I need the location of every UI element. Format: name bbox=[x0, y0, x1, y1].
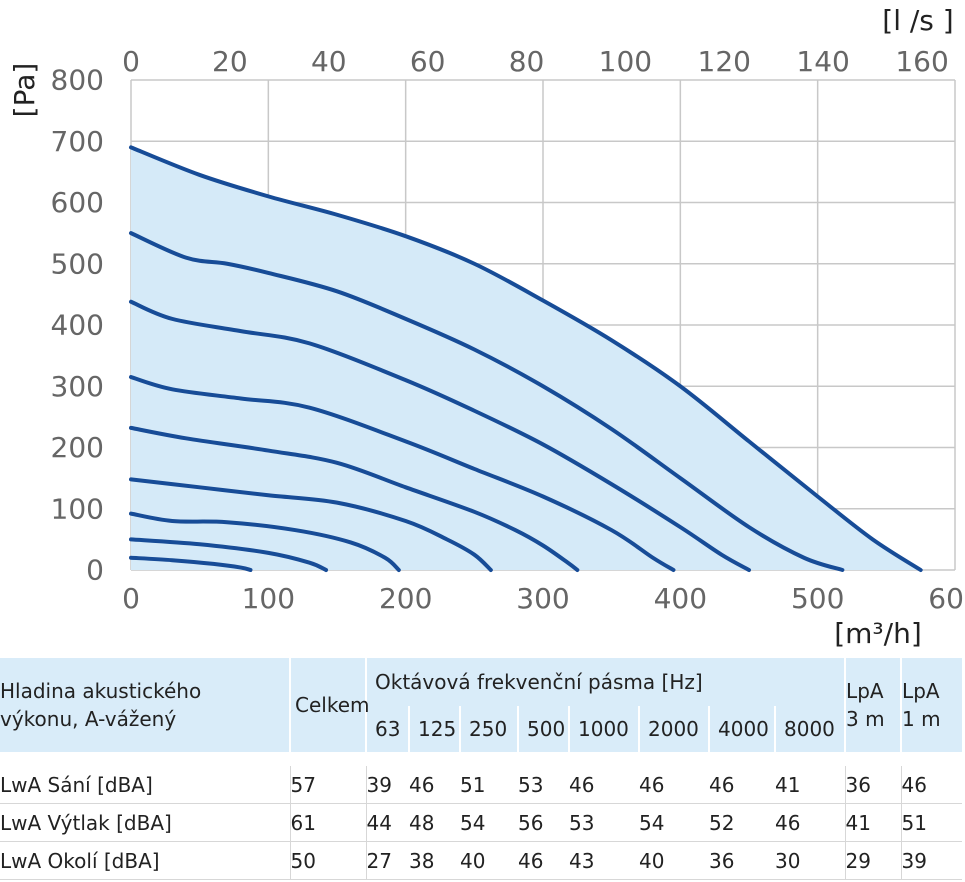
cell-lpa3: 29 bbox=[845, 841, 902, 880]
header-bands-title: Oktávová frekvenční pásma [Hz] bbox=[366, 658, 847, 706]
header-total: Celkem bbox=[290, 658, 369, 752]
curve-line bbox=[129, 511, 401, 572]
cell-lpa1: 46 bbox=[901, 766, 963, 804]
x-axis-ticks: 0 100 200 300 400 500 600 bbox=[122, 582, 965, 615]
curve-line bbox=[129, 537, 329, 572]
x-tick-label: 200 bbox=[379, 582, 432, 615]
x-tick-label: 400 bbox=[654, 582, 707, 615]
operating-area bbox=[131, 147, 921, 570]
header-band-2000: 2000 bbox=[639, 706, 710, 752]
curve-line bbox=[129, 555, 253, 572]
cell-band: 39 bbox=[366, 766, 409, 804]
top-tick-label: 120 bbox=[698, 45, 751, 78]
header-band-1000: 1000 bbox=[569, 706, 640, 752]
y-tick-label: 500 bbox=[51, 247, 104, 280]
cell-band: 46 bbox=[709, 766, 775, 804]
cell-band: 43 bbox=[569, 841, 639, 880]
top-tick-label: 20 bbox=[212, 45, 248, 78]
curve-line bbox=[129, 145, 923, 572]
cell-band: 54 bbox=[460, 803, 518, 842]
table-header-row: Hladina akustického výkonu, A-vážený Cel… bbox=[0, 658, 963, 752]
cell-band: 48 bbox=[409, 803, 460, 842]
header-lpa1: LpA 1 m bbox=[902, 679, 941, 731]
header-band-250: 250 bbox=[460, 706, 519, 752]
y-axis-unit: [Pa] bbox=[8, 63, 41, 118]
y-tick-label: 200 bbox=[51, 431, 104, 464]
cell-total: 61 bbox=[290, 803, 367, 842]
y-tick-label: 600 bbox=[51, 186, 104, 219]
top-axis-unit: [l /s ] bbox=[882, 4, 953, 37]
y-axis-ticks: 0 100 200 300 400 500 600 700 800 bbox=[51, 64, 104, 587]
top-tick-label: 40 bbox=[311, 45, 347, 78]
y-tick-label: 800 bbox=[51, 64, 104, 97]
header-row-label: Hladina akustického výkonu, A-vážený bbox=[0, 658, 291, 752]
cell-band: 46 bbox=[569, 766, 639, 804]
row-label: LwA Okolí [dBA] bbox=[0, 841, 291, 880]
table-row: LwA Okolí [dBA] 50 27 38 40 46 43 40 36 30 29 39 bbox=[0, 841, 963, 880]
x-tick-label: 500 bbox=[791, 582, 844, 615]
cell-band: 41 bbox=[775, 766, 846, 804]
header-band-8000: 8000 bbox=[775, 706, 847, 752]
cell-band: 44 bbox=[366, 803, 409, 842]
cell-band: 46 bbox=[639, 766, 709, 804]
cell-total: 50 bbox=[290, 841, 367, 880]
cell-total: 57 bbox=[290, 766, 367, 804]
cell-lpa1: 51 bbox=[901, 803, 963, 842]
x-tick-label: 300 bbox=[516, 582, 569, 615]
top-tick-label: 80 bbox=[509, 45, 545, 78]
top-tick-label: 140 bbox=[796, 45, 849, 78]
cell-band: 56 bbox=[518, 803, 569, 842]
table-row: LwA Sání [dBA] 57 39 46 51 53 46 46 46 41 36 46 bbox=[0, 766, 963, 804]
header-band-4000: 4000 bbox=[709, 706, 776, 752]
cell-band: 54 bbox=[639, 803, 709, 842]
cell-band: 40 bbox=[460, 841, 518, 880]
y-tick-label: 300 bbox=[51, 370, 104, 403]
cell-band: 27 bbox=[366, 841, 409, 880]
cell-band: 52 bbox=[709, 803, 775, 842]
curve-line bbox=[129, 425, 580, 572]
top-tick-label: 0 bbox=[122, 45, 140, 78]
cell-band: 46 bbox=[775, 803, 846, 842]
cell-band: 38 bbox=[409, 841, 460, 880]
row-label: LwA Sání [dBA] bbox=[0, 766, 291, 804]
cell-band: 40 bbox=[639, 841, 709, 880]
cell-lpa3: 41 bbox=[845, 803, 902, 842]
header-band-125: 125 bbox=[409, 706, 461, 752]
table-spacer bbox=[0, 752, 962, 766]
y-tick-label: 100 bbox=[51, 492, 104, 525]
cell-band: 46 bbox=[518, 841, 569, 880]
header-band-500: 500 bbox=[518, 706, 570, 752]
cell-lpa1: 39 bbox=[901, 841, 963, 880]
curve-line bbox=[129, 477, 493, 572]
cell-band: 51 bbox=[460, 766, 518, 804]
header-lpa3: LpA 3 m bbox=[845, 658, 903, 752]
cell-band: 36 bbox=[709, 841, 775, 880]
curve-line bbox=[129, 375, 676, 572]
y-tick-label: 400 bbox=[51, 309, 104, 342]
header-band-63: 63 bbox=[366, 706, 410, 752]
cell-lpa3: 36 bbox=[845, 766, 902, 804]
x-tick-label: 600 bbox=[928, 582, 965, 615]
curve-line bbox=[129, 231, 845, 572]
curve-line bbox=[129, 299, 751, 572]
cell-band: 30 bbox=[775, 841, 846, 880]
cell-band: 53 bbox=[518, 766, 569, 804]
cell-band: 53 bbox=[569, 803, 639, 842]
x-axis-unit: [m³/h] bbox=[834, 617, 922, 650]
top-tick-label: 100 bbox=[599, 45, 652, 78]
curve-series bbox=[129, 145, 923, 572]
top-tick-label: 60 bbox=[410, 45, 446, 78]
x-tick-label: 0 bbox=[122, 582, 140, 615]
table-row: LwA Výtlak [dBA] 61 44 48 54 56 53 54 52 46 41 51 bbox=[0, 803, 963, 842]
top-axis-ticks: 0 20 40 60 80 100 120 140 160 bbox=[122, 45, 949, 78]
cell-band: 46 bbox=[409, 766, 460, 804]
x-tick-label: 100 bbox=[242, 582, 295, 615]
row-label: LwA Výtlak [dBA] bbox=[0, 803, 291, 842]
y-tick-label: 700 bbox=[51, 125, 104, 158]
y-tick-label: 0 bbox=[86, 554, 104, 587]
acoustic-table: Hladina akustického výkonu, A-vážený Cel… bbox=[0, 658, 963, 880]
top-tick-label: 160 bbox=[895, 45, 948, 78]
